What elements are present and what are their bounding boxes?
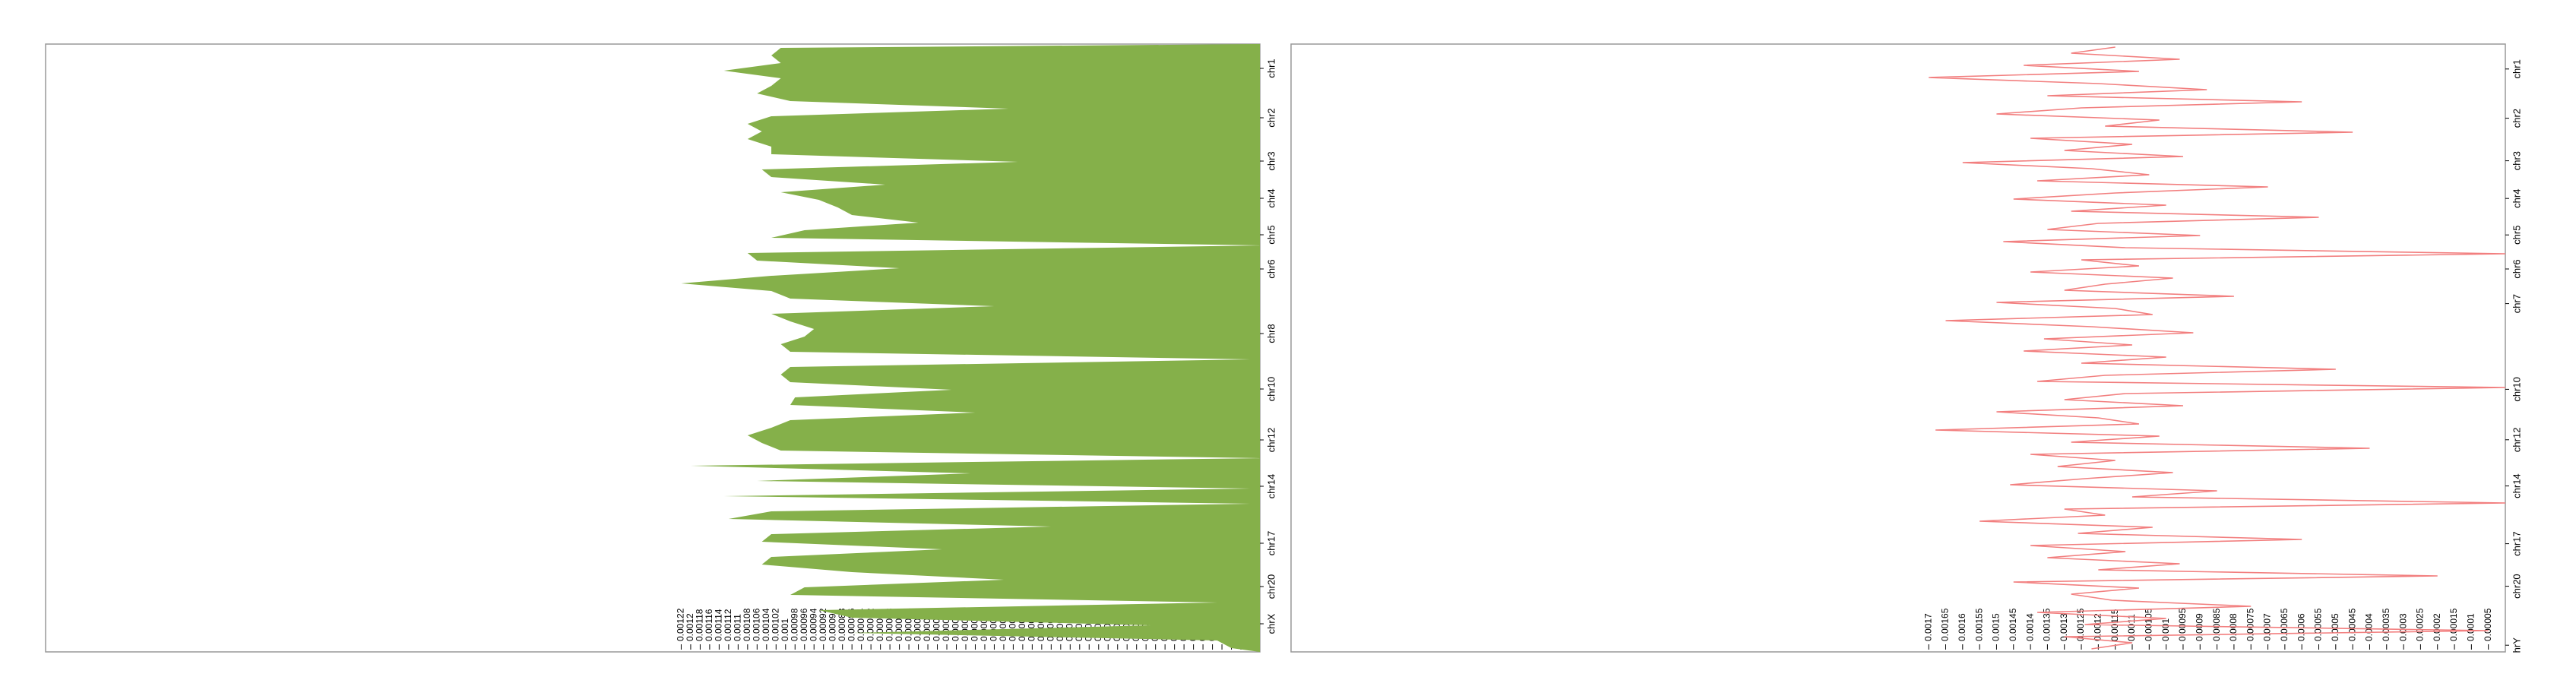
y-tick-label: chr12 [1265, 428, 1277, 453]
y-tick-label: chr20 [2511, 574, 2522, 599]
y-tick-label: chr6 [2511, 259, 2522, 278]
y-tick-label: chr6 [1265, 259, 1277, 278]
y-tick-label: chr20 [1265, 574, 1277, 599]
x-tick-label: 0.00035 [2381, 608, 2391, 641]
x-tick-label: 0.00104 [761, 608, 771, 641]
x-tick-label: 0.00145 [2008, 608, 2018, 641]
x-tick-label: 0.00075 [2245, 608, 2255, 641]
x-tick-label: 0.00092 [818, 608, 828, 641]
y-tick-label: chr7 [2511, 294, 2522, 313]
y-tick-label: chr4 [2511, 189, 2522, 208]
x-tick-label: 0.0011 [733, 614, 743, 641]
x-tick-label: 0.0002 [2432, 613, 2442, 641]
x-tick-label: 0.00065 [2279, 608, 2290, 641]
y-tick-label: chr1 [1265, 59, 1277, 77]
x-tick-label: 0.00096 [799, 608, 809, 641]
x-tick-label: 0.00015 [2448, 608, 2459, 641]
x-tick-label: 0.00165 [1940, 608, 1951, 641]
y-tick-label: chr17 [1265, 531, 1277, 556]
x-tick-label: 0.00105 [2143, 608, 2154, 641]
x-tick-label: 0.0013 [2059, 613, 2069, 641]
panel-frame [1290, 43, 2506, 653]
y-tick-label: chr3 [1265, 151, 1277, 170]
y-tick-label: chr2 [2511, 109, 2522, 128]
x-tick-label: 0.0004 [2364, 613, 2375, 641]
y-tick-label: chr2 [1265, 108, 1277, 127]
x-tick-label: 0.00098 [789, 608, 799, 641]
x-tick-label: 0.00116 [704, 609, 714, 641]
x-tick-label: 0.0008 [875, 613, 885, 641]
x-tick-label: 0.0006 [2296, 613, 2306, 641]
x-tick-label: 0.00095 [2177, 608, 2188, 641]
y-tick-label: chr12 [2511, 428, 2522, 453]
x-tick-label: 0.00118 [695, 609, 705, 641]
y-tick-label: chr17 [2511, 531, 2522, 556]
x-tick-label: 0.0005 [2330, 613, 2340, 641]
x-tick-label: 0.00114 [714, 609, 724, 641]
y-tick-label: chr5 [1265, 225, 1277, 244]
x-tick-label: 0.00045 [2347, 608, 2357, 641]
y-tick-label: chr14 [1265, 474, 1277, 499]
x-tick-label: 0.0009 [827, 613, 837, 641]
line [1929, 46, 2506, 650]
x-tick-label: 0.00088 [837, 608, 847, 641]
x-tick-label: 0.0009 [2194, 613, 2204, 641]
x-tick-label: 0.0001 [2466, 613, 2476, 641]
x-tick-label: 0.00085 [2211, 608, 2222, 641]
x-tick-label: 0.001 [780, 618, 790, 641]
x-tick-label: 0.00005 [2483, 608, 2493, 641]
x-tick-label: 0.0016 [1957, 613, 1967, 641]
y-tick-label: chr5 [2511, 226, 2522, 245]
x-tick-label: 0.0011 [2126, 614, 2137, 641]
x-tick-label: 0.0003 [2397, 613, 2408, 641]
x-tick-label: 0.0015 [1991, 613, 2002, 641]
x-tick-label: 0.00025 [2415, 608, 2426, 641]
x-tick-label: 0.00112 [723, 609, 733, 641]
y-tick-label: chr3 [2511, 151, 2522, 170]
y-tick-label: chr4 [1265, 188, 1277, 207]
x-tick-label: 0.00055 [2313, 608, 2324, 641]
y-tick-label: hrY [2511, 637, 2522, 653]
x-tick-label: 0.0014 [2024, 613, 2035, 641]
x-tick-label: 0.00135 [2042, 608, 2052, 641]
x-tick-label: 0.001 [2160, 618, 2171, 641]
x-tick-label: 0.00122 [676, 608, 686, 641]
y-tick-label: chrX [1265, 613, 1277, 634]
x-tick-label: 0.0012 [2093, 613, 2103, 641]
x-tick-label: 0.00102 [770, 608, 780, 641]
y-tick-label: chr10 [2511, 377, 2522, 402]
y-tick-label: chr8 [1265, 324, 1277, 343]
x-tick-label: 0.00094 [808, 608, 818, 641]
x-tick-label: 0.0017 [1923, 613, 1933, 641]
x-tick-label: 0.00106 [752, 608, 762, 641]
x-tick-label: 0.00108 [742, 608, 752, 641]
y-tick-label: chr1 [2511, 59, 2522, 78]
x-tick-label: 0.0012 [685, 613, 695, 641]
y-tick-label: chr14 [2511, 473, 2522, 498]
y-tick-label: chr10 [1265, 377, 1277, 402]
x-tick-label: 0.00125 [2075, 608, 2086, 641]
x-tick-label: 0.00155 [1973, 608, 1984, 641]
area [681, 44, 1260, 652]
